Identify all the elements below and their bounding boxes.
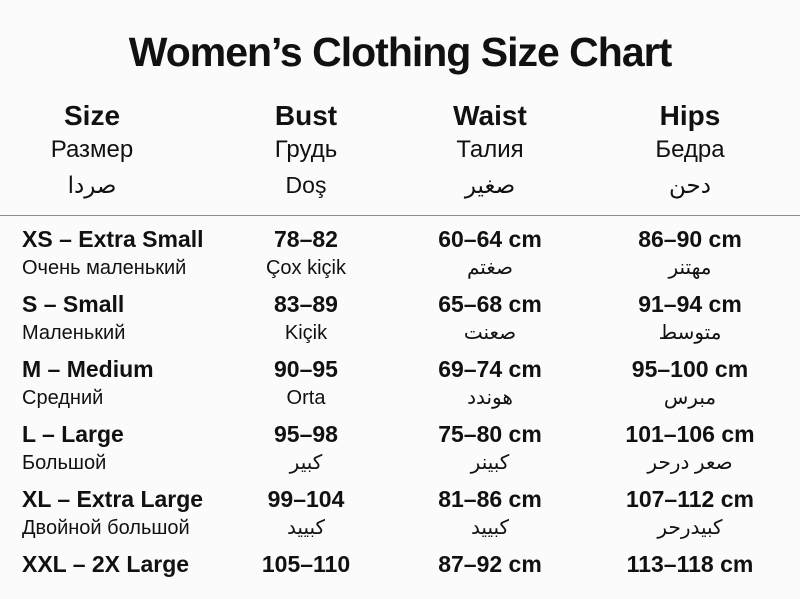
cell-hips: 86–90 cm مهتنر (580, 224, 800, 282)
table-header-row: Size Размер صردا Bust Грудь Doş Waist Та… (0, 99, 800, 203)
bust-value: 95–98 (274, 421, 338, 448)
bust-translation: Çox kiçik (265, 257, 346, 280)
header-waist-third: صغير (464, 172, 516, 199)
header-waist-en: Waist (453, 100, 527, 132)
cell-waist: 60–64 cm صغتم (400, 224, 580, 282)
hips-value: 91–94 cm (638, 291, 742, 318)
hips-translation: مبرس (663, 387, 717, 410)
bust-value: 99–104 (267, 486, 345, 513)
hips-translation: مهتنر (668, 257, 712, 280)
hips-translation: كبيدرحر (657, 517, 723, 540)
size-label: M – Medium (22, 356, 154, 383)
waist-value: 81–86 cm (438, 486, 542, 513)
waist-translation: هوندد (467, 387, 513, 410)
size-translation: Маленький (22, 322, 126, 345)
bust-value: 105–110 (261, 551, 351, 578)
size-label: L – Large (22, 421, 124, 448)
waist-translation: كبينر (470, 452, 510, 475)
bust-translation: كبير (289, 452, 323, 475)
header-hips-en: Hips (659, 100, 721, 132)
size-label: XL – Extra Large (22, 486, 204, 513)
cell-waist: 87–92 cm (400, 549, 580, 579)
cell-bust: 90–95 Orta (212, 354, 400, 412)
header-size-en: Size (63, 100, 121, 132)
cell-waist: 65–68 cm صعنت (400, 289, 580, 347)
bust-translation: Kiçik (284, 322, 328, 345)
header-cell-bust: Bust Грудь Doş (212, 99, 400, 203)
waist-value: 75–80 cm (438, 421, 542, 448)
header-size-third: صردا (67, 172, 117, 199)
cell-size: M – Medium Средний (0, 354, 212, 412)
table-body: XS – Extra Small Очень маленький 78–82 Ç… (0, 224, 800, 579)
cell-hips: 113–118 cm (580, 549, 800, 579)
header-hips-ru: Бедра (655, 136, 725, 164)
cell-bust: 95–98 كبير (212, 419, 400, 477)
hips-translation: صعر درحر (647, 452, 733, 475)
table-row: XS – Extra Small Очень маленький 78–82 Ç… (0, 224, 800, 282)
header-bust-third: Doş (285, 172, 327, 199)
hips-translation: متوسط (658, 322, 722, 345)
size-translation: Очень маленький (22, 257, 187, 280)
table-row: L – Large Большой 95–98 كبير 75–80 cm كب… (0, 419, 800, 477)
bust-value: 83–89 (274, 291, 338, 318)
cell-waist: 81–86 cm كبييد (400, 484, 580, 542)
table-row: XL – Extra Large Двойной большой 99–104 … (0, 484, 800, 542)
cell-bust: 99–104 كبييد (212, 484, 400, 542)
cell-size: XXL – 2X Large (0, 549, 212, 579)
cell-waist: 69–74 cm هوندد (400, 354, 580, 412)
header-cell-size: Size Размер صردا (0, 99, 212, 203)
size-label: XS – Extra Small (22, 226, 204, 253)
hips-value: 113–118 cm (626, 551, 754, 578)
header-divider (0, 215, 800, 217)
hips-value: 101–106 cm (625, 421, 755, 448)
waist-value: 60–64 cm (438, 226, 542, 253)
cell-bust: 105–110 (212, 549, 400, 579)
cell-size: S – Small Маленький (0, 289, 212, 347)
cell-size: XS – Extra Small Очень маленький (0, 224, 212, 282)
size-label: S – Small (22, 291, 125, 318)
header-bust-en: Bust (274, 100, 338, 132)
page-title: Women’s Clothing Size Chart (128, 29, 672, 75)
hips-value: 86–90 cm (638, 226, 742, 253)
cell-hips: 107–112 cm كبيدرحر (580, 484, 800, 542)
hips-value: 107–112 cm (626, 486, 754, 513)
table-row: XXL – 2X Large 105–110 87–92 cm 113–118 … (0, 549, 800, 579)
size-translation: Большой (22, 452, 107, 475)
header-cell-hips: Hips Бедра دحن (580, 99, 800, 203)
header-size-ru: Размер (50, 136, 134, 164)
bust-translation: كبييد (286, 517, 326, 540)
cell-hips: 95–100 cm مبرس (580, 354, 800, 412)
cell-hips: 91–94 cm متوسط (580, 289, 800, 347)
cell-bust: 78–82 Çox kiçik (212, 224, 400, 282)
size-translation: Двойной большой (22, 517, 190, 540)
waist-value: 65–68 cm (438, 291, 542, 318)
header-hips-third: دحن (669, 172, 711, 199)
cell-waist: 75–80 cm كبينر (400, 419, 580, 477)
size-translation: Средний (22, 387, 104, 410)
cell-size: L – Large Большой (0, 419, 212, 477)
cell-size: XL – Extra Large Двойной большой (0, 484, 212, 542)
header-cell-waist: Waist Талия صغير (400, 99, 580, 203)
waist-translation: صغتم (467, 257, 513, 280)
table-row: M – Medium Средний 90–95 Orta 69–74 cm ه… (0, 354, 800, 412)
table-row: S – Small Маленький 83–89 Kiçik 65–68 cm… (0, 289, 800, 347)
bust-translation: Orta (286, 387, 326, 410)
cell-hips: 101–106 cm صعر درحر (580, 419, 800, 477)
bust-value: 78–82 (274, 226, 338, 253)
waist-translation: كبييد (470, 517, 510, 540)
header-waist-ru: Талия (456, 136, 524, 164)
waist-value: 69–74 cm (438, 356, 542, 383)
bust-value: 90–95 (274, 356, 338, 383)
hips-value: 95–100 cm (631, 356, 749, 383)
waist-translation: صعنت (463, 322, 517, 345)
waist-value: 87–92 cm (438, 551, 542, 578)
header-bust-ru: Грудь (274, 136, 338, 164)
size-label: XXL – 2X Large (22, 551, 190, 578)
cell-bust: 83–89 Kiçik (212, 289, 400, 347)
